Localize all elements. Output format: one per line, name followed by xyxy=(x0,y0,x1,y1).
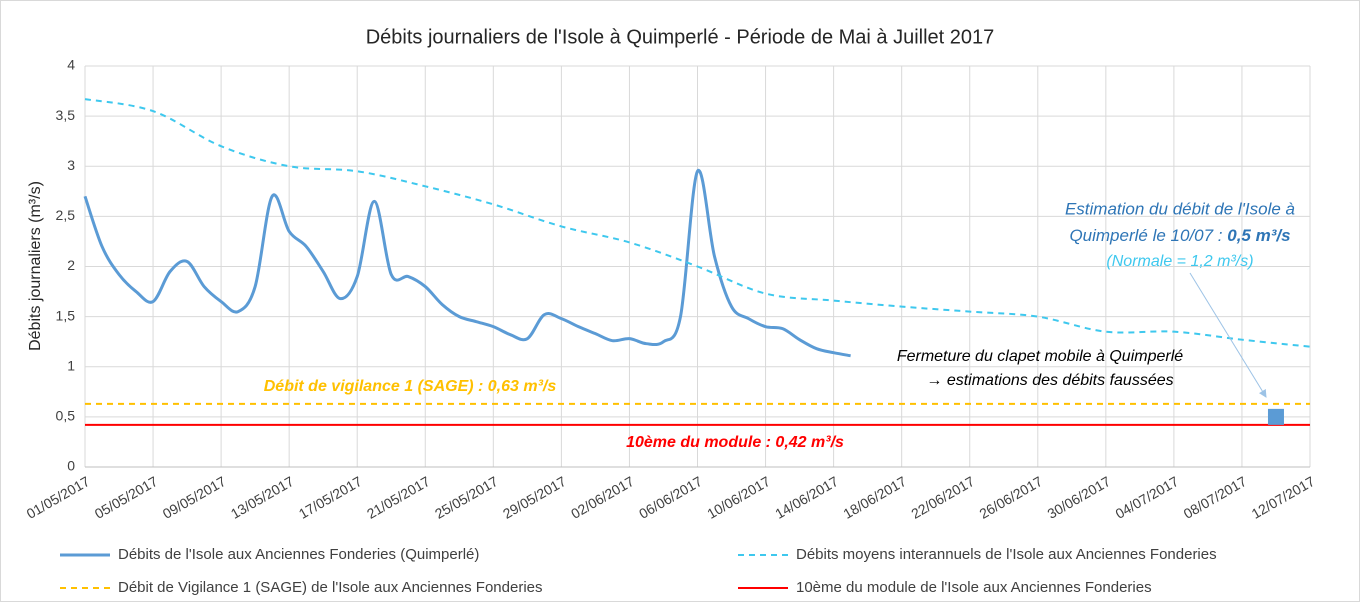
y-tick-label: 1,5 xyxy=(56,307,76,323)
y-tick-label: 0 xyxy=(67,458,75,474)
legend-label: Débit de Vigilance 1 (SAGE) de l'Isole a… xyxy=(118,579,543,596)
annotation: Fermeture du clapet mobile à Quimperlé xyxy=(897,348,1183,365)
annotation-part: 0,5 m³/s xyxy=(1227,226,1290,245)
annotation: Quimperlé le 10/07 : 0,5 m³/s xyxy=(1069,226,1290,245)
legend-label: Débits de l'Isole aux Anciennes Fonderie… xyxy=(118,546,479,563)
y-tick-label: 3 xyxy=(67,157,75,173)
y-axis-label: Débits journaliers (m³/s) xyxy=(27,181,44,351)
legend: Débits de l'Isole aux Anciennes Fonderie… xyxy=(60,546,1217,596)
series-line xyxy=(84,98,1311,348)
y-tick-label: 1 xyxy=(67,357,75,373)
chart-title: Débits journaliers de l'Isole à Quimperl… xyxy=(366,26,995,48)
annotation-part: Quimperlé le 10/07 : xyxy=(1069,226,1227,245)
annotation-arrow xyxy=(1189,272,1267,398)
annotation: Débit de vigilance 1 (SAGE) : 0,63 m³/s xyxy=(264,378,557,395)
y-tick-label: 4 xyxy=(67,57,75,73)
annotation: 10ème du module : 0,42 m³/s xyxy=(626,434,844,451)
y-tick-label: 3,5 xyxy=(56,107,76,123)
y-tick-label: 0,5 xyxy=(56,408,76,424)
y-tick-label: 2,5 xyxy=(56,207,76,223)
legend-label: 10ème du module de l'Isole aux Anciennes… xyxy=(796,579,1152,596)
series-line xyxy=(83,168,851,358)
annotation: (Normale = 1,2 m³/s) xyxy=(1106,253,1253,270)
estimate-marker xyxy=(1267,408,1284,425)
annotation: → estimations des débits faussées xyxy=(926,372,1173,389)
annotation: Estimation du débit de l'Isole à xyxy=(1065,199,1295,218)
legend-label: Débits moyens interannuels de l'Isole au… xyxy=(796,546,1217,563)
y-tick-label: 2 xyxy=(67,257,75,273)
